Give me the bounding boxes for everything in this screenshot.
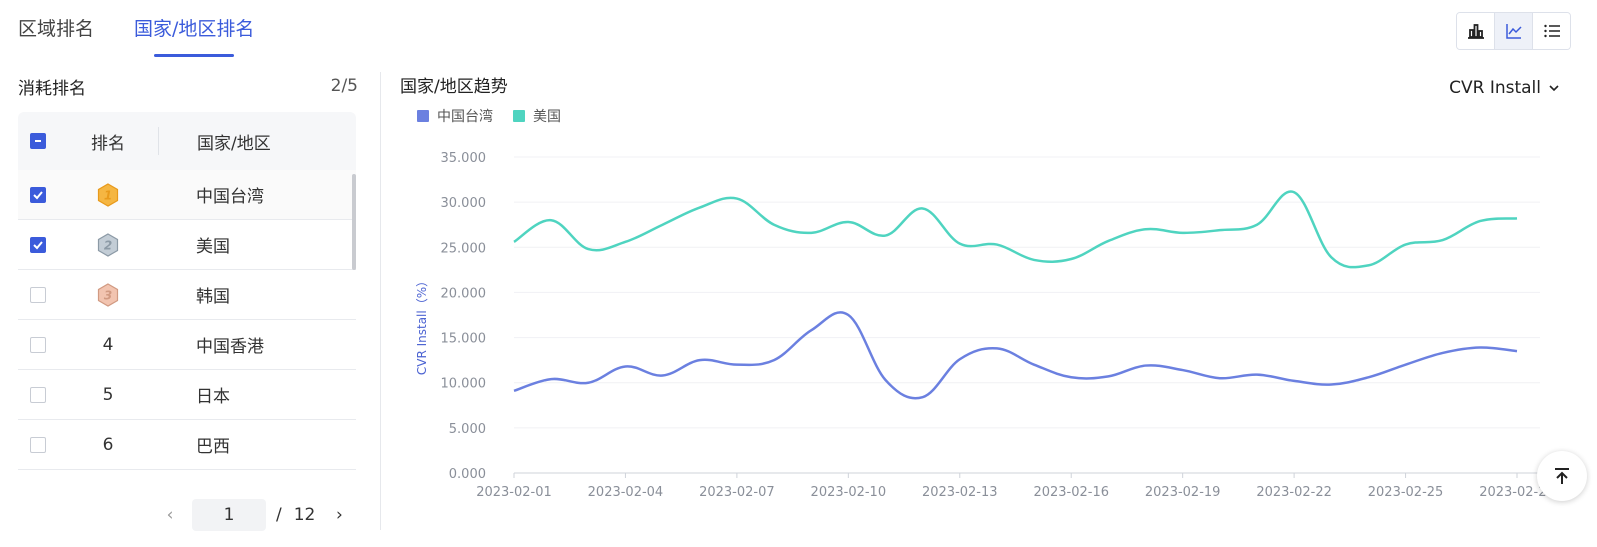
metric-dropdown[interactable]: CVR Install [1449,78,1561,98]
x-tick-label: 2023-02-13 [922,485,998,500]
bronze-medal-icon: 3 [97,282,119,307]
row-checkbox[interactable] [30,386,46,403]
x-tick-label: 2023-02-28 [1479,485,1555,500]
selected-count: 2/5 [330,76,358,96]
x-tick-label: 2023-02-01 [476,485,552,500]
trend-line-chart: 0.000 5.000 10.000 15.000 20.000 25.000 30.000… [415,151,1555,500]
legend-item-us[interactable]: 美国 [513,106,561,126]
table-row[interactable]: 4 中国香港 [18,320,356,370]
x-tick-label: 2023-02-10 [811,485,887,500]
page-total: 12 [293,505,316,525]
x-tick-label: 2023-02-19 [1145,485,1221,500]
chart-legend: 中国台湾 美国 [417,106,581,126]
table-scrollbar[interactable] [352,174,356,270]
row-checkbox[interactable] [30,236,46,253]
trend-chart-panel: 0.000 5.000 10.000 15.000 20.000 25.000 30.000… [400,72,1597,547]
x-tick-label: 2023-02-16 [1033,485,1109,500]
arrow-up-icon [1555,468,1569,484]
x-tick-label: 2023-02-25 [1368,485,1444,500]
rank-number: 6 [102,434,114,455]
rank-number: 2 [104,238,112,252]
country-name: 中国台湾 [196,187,264,207]
country-name: 韩国 [196,287,230,307]
country-name: 中国香港 [196,337,264,357]
pager-separator: / [276,505,282,525]
rank-column-header: 排名 [58,127,159,155]
table-header: 排名 国家/地区 [18,112,356,170]
y-tick-label: 5.000 [449,422,486,437]
bar-chart-icon [1467,24,1484,39]
line-chart-view-button[interactable] [1495,13,1533,49]
rank-number: 1 [104,188,112,202]
ranking-panel: 消耗排名 2/5 排名 国家/地区 1 中国台湾 2 美国 3 韩国 4 中国香港 5 日本 6 巴西… [18,72,358,531]
check-icon [33,240,43,249]
y-tick-label: 20.000 [441,286,487,301]
chart-title: 国家/地区趋势 [400,77,508,97]
legend-label: 美国 [533,109,561,125]
rank-number: 4 [102,334,114,355]
y-tick-label: 15.000 [441,332,487,347]
y-axis-label: CVR Install（%） [415,275,429,375]
y-tick-label: 35.000 [441,151,487,166]
bar-chart-view-button[interactable] [1457,13,1495,49]
list-icon [1543,24,1560,38]
legend-swatch [417,110,429,122]
tab-region-ranking[interactable]: 区域排名 [18,18,95,40]
next-page-button[interactable]: › [335,505,343,525]
panel-divider [380,72,381,530]
legend-item-tw[interactable]: 中国台湾 [417,106,493,126]
table-row[interactable]: 1 中国台湾 [18,170,356,220]
y-tick-label: 30.000 [441,196,487,211]
y-tick-label: 0.000 [449,467,486,482]
view-switcher [1456,12,1571,50]
page-number-input[interactable] [192,499,266,531]
legend-label: 中国台湾 [437,109,493,125]
line-chart-icon [1505,24,1522,39]
country-name: 巴西 [196,437,230,457]
row-checkbox[interactable] [30,186,46,203]
ranking-tabs: 区域排名 国家/地区排名 [18,14,294,57]
ranking-header: 消耗排名 2/5 [18,72,358,100]
ranking-table: 排名 国家/地区 1 中国台湾 2 美国 3 韩国 4 中国香港 5 日本 6 巴西 [18,112,356,470]
minus-icon [35,140,41,142]
row-checkbox[interactable] [30,436,46,453]
x-tick-label: 2023-02-07 [699,485,775,500]
x-tick-label: 2023-02-22 [1256,485,1332,500]
chevron-down-icon [1549,85,1559,92]
y-tick-label: 25.000 [441,241,487,256]
country-name: 美国 [196,237,230,257]
table-row[interactable]: 5 日本 [18,370,356,420]
select-all-checkbox[interactable] [30,133,46,149]
rank-number: 5 [102,384,114,405]
gold-medal-icon: 1 [97,182,119,207]
legend-swatch [513,110,525,122]
country-column-header: 国家/地区 [197,133,271,154]
metric-label: CVR Install [1449,78,1541,98]
x-tick-label: 2023-02-04 [588,485,664,500]
check-icon [33,190,43,199]
ranking-title: 消耗排名 [18,78,86,99]
table-row[interactable]: 6 巴西 [18,420,356,470]
row-checkbox[interactable] [30,336,46,353]
list-view-button[interactable] [1533,13,1570,49]
tab-country-ranking[interactable]: 国家/地区排名 [134,14,254,57]
rank-number: 3 [104,288,112,302]
row-checkbox[interactable] [30,286,46,303]
prev-page-button[interactable]: ‹ [166,505,174,525]
silver-medal-icon: 2 [97,232,119,257]
back-to-top-button[interactable] [1537,451,1587,501]
series-line-tw [513,311,1518,400]
series-line-us [513,190,1518,269]
country-name: 日本 [196,387,230,407]
table-row[interactable]: 3 韩国 [18,270,356,320]
y-tick-label: 10.000 [441,377,487,392]
pagination: ‹ / 12 › [158,499,351,531]
table-row[interactable]: 2 美国 [18,220,356,270]
